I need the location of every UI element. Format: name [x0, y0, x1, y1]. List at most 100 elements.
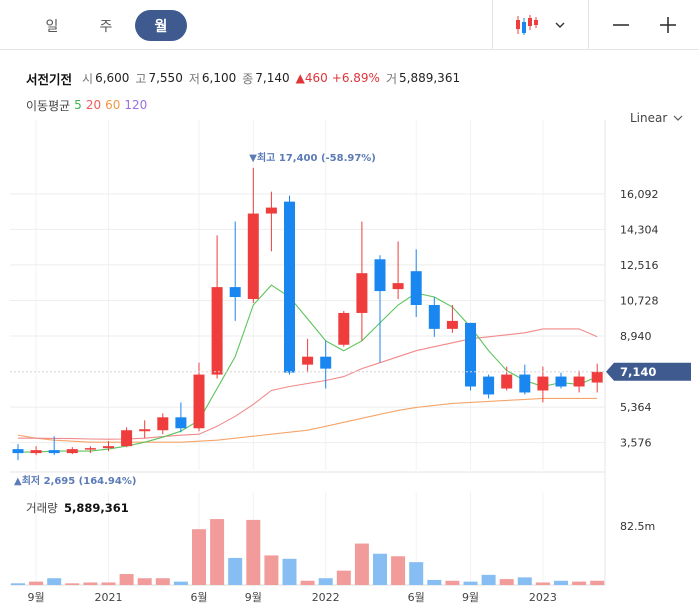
- low-annotation: ▲최저 2,695 (164.94%): [14, 474, 136, 487]
- candle-body: [320, 356, 332, 369]
- ma-20[interactable]: 20: [85, 98, 102, 112]
- candle-body: [12, 449, 24, 454]
- candle-body: [410, 271, 422, 305]
- current-price-tag: [606, 362, 691, 381]
- zoom-in-button[interactable]: [643, 0, 693, 50]
- candle-body: [103, 446, 114, 449]
- volume-bar: [47, 578, 62, 585]
- ma-60[interactable]: 60: [105, 98, 121, 112]
- candlestick-icon: [516, 15, 538, 35]
- volume-bar: [409, 562, 424, 585]
- x-tick-label: 9월: [462, 591, 479, 604]
- x-tick-label: 9월: [245, 591, 262, 604]
- change-value: ▲460: [295, 71, 328, 85]
- volume-bar: [282, 558, 297, 585]
- volume-bar: [11, 583, 25, 585]
- volume-panel-label: 거래량: [26, 501, 58, 515]
- stock-info: 서전기전 시 6,600 고 7,550 저 6,100 종 7,140 ▲46…: [26, 68, 466, 88]
- candle-body: [121, 430, 133, 447]
- low-value: 6,100: [201, 71, 237, 85]
- candle-body: [573, 376, 585, 387]
- candle-body: [157, 417, 169, 431]
- toolbar-divider: [588, 0, 589, 50]
- chevron-down-icon: [673, 115, 683, 121]
- candle-body: [465, 322, 476, 387]
- volume-bar: [137, 578, 152, 585]
- toolbar-divider: [492, 0, 493, 50]
- candle-body: [338, 312, 350, 345]
- candle-body: [555, 376, 567, 387]
- volume-bar: [445, 580, 460, 585]
- volume-bar: [210, 519, 225, 585]
- low-label: 저: [188, 71, 200, 86]
- toolbar: 일 주 월: [0, 0, 699, 50]
- ma60-line: [17, 397, 598, 443]
- y-tick-label: 10,728: [620, 294, 659, 307]
- zoom-out-button[interactable]: [596, 0, 646, 50]
- candle-body: [446, 320, 458, 329]
- chart-type-selector[interactable]: [492, 0, 588, 50]
- volume-bar: [427, 579, 442, 585]
- volume-bar: [65, 583, 80, 585]
- volume-bar: [29, 581, 44, 585]
- ma-120[interactable]: 120: [124, 98, 148, 112]
- stock-name: 서전기전: [26, 71, 73, 87]
- candle-body: [229, 287, 241, 298]
- candle-body: [211, 287, 223, 375]
- y-tick-label: 8,940: [620, 330, 652, 343]
- volume-bar: [264, 555, 279, 585]
- candle-body: [302, 356, 314, 365]
- candle-body: [483, 376, 495, 395]
- candle-body: [519, 374, 531, 393]
- tab-day[interactable]: 일: [45, 18, 59, 35]
- ma20-line: [18, 328, 598, 440]
- candle-body: [48, 450, 60, 454]
- candle-body: [356, 273, 368, 313]
- candle-body: [284, 201, 295, 373]
- candle-body: [247, 213, 259, 300]
- volume-bar: [481, 574, 496, 585]
- candle-body: [428, 305, 440, 329]
- volume-bar: [246, 519, 261, 585]
- scale-selector[interactable]: Linear: [630, 111, 683, 125]
- plus-icon: [660, 17, 676, 33]
- x-tick-label: 2022: [312, 591, 340, 604]
- candle-body: [175, 417, 187, 429]
- candle-body: [265, 207, 277, 214]
- scale-label: Linear: [630, 111, 668, 125]
- volume-bar: [155, 578, 170, 585]
- candle-body: [392, 283, 404, 290]
- ma-5[interactable]: 5: [74, 98, 82, 112]
- y-tick-label: 5,364: [620, 401, 652, 414]
- ma5-line: [18, 284, 598, 453]
- volume-panel-value: 5,889,361: [64, 501, 129, 515]
- volume-bar: [354, 543, 369, 585]
- candle-body: [193, 374, 205, 429]
- candle-body: [84, 448, 96, 450]
- tab-week[interactable]: 주: [99, 18, 113, 35]
- volume-bar: [119, 574, 134, 585]
- volume-bar: [554, 580, 568, 585]
- change-percent: +6.89%: [331, 71, 380, 85]
- x-tick-label: 2021: [95, 591, 123, 604]
- candle-body: [374, 259, 386, 292]
- volume-bar: [391, 556, 406, 585]
- y-tick-label: 12,516: [620, 259, 659, 272]
- volume-bar: [192, 529, 206, 585]
- volume-bar: [463, 581, 478, 585]
- volume-bar: [101, 582, 116, 585]
- open-label: 시: [82, 71, 94, 86]
- volume-label: 거: [385, 71, 398, 86]
- x-tick-label: 2023: [529, 591, 557, 604]
- y-tick-label: 16,092: [620, 188, 659, 201]
- volume-bar: [83, 582, 98, 585]
- volume-bar: [517, 577, 532, 585]
- x-tick-label: 6월: [190, 591, 207, 604]
- volume-bar: [572, 581, 587, 585]
- minus-icon: [613, 24, 629, 26]
- tab-month[interactable]: 월: [135, 10, 187, 41]
- moving-average-legend: 이동평균 5 20 60 120: [26, 96, 151, 114]
- candle-body: [501, 374, 513, 389]
- volume-bar: [499, 579, 514, 585]
